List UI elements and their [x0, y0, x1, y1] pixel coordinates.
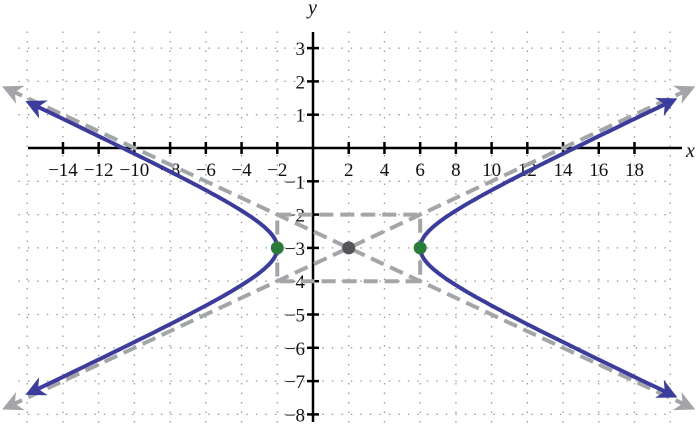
- x-tick-label: −10: [120, 160, 150, 181]
- x-tick-label: 16: [589, 160, 608, 181]
- x-tick-label: −14: [48, 160, 78, 181]
- y-tick-label: 2: [296, 72, 306, 93]
- x-tick-label: 14: [554, 160, 574, 181]
- vertex-point: [413, 241, 427, 255]
- y-tick-label: 3: [296, 39, 306, 60]
- y-tick-label: −8: [285, 405, 305, 426]
- y-tick-label: −1: [285, 172, 305, 193]
- y-axis-label: y: [306, 0, 317, 19]
- right-branch: [418, 98, 678, 398]
- x-tick-label: −6: [196, 160, 216, 181]
- x-tick-label: 10: [482, 160, 501, 181]
- ticks: −14 −12 −10 −8 −6 −4 −2 2 4 6 8 10 12 14 16 18321−1−2−3…: [48, 39, 644, 426]
- vertex-point: [270, 241, 284, 255]
- y-tick-label: −6: [285, 339, 305, 360]
- x-tick-label: 4: [380, 160, 390, 181]
- y-tick-label: 1: [296, 106, 306, 127]
- x-tick-label: 2: [344, 160, 354, 181]
- x-tick-label: 18: [625, 160, 644, 181]
- grid: [18, 31, 671, 430]
- y-tick-label: −5: [285, 306, 305, 327]
- shapes: [2, 85, 696, 411]
- x-tick-label: −4: [231, 160, 252, 181]
- y-tick-label: −3: [285, 239, 305, 260]
- axes: [28, 32, 682, 422]
- x-tick-label: −12: [84, 160, 114, 181]
- x-tick-label: 6: [415, 160, 425, 181]
- x-axis-label: x: [685, 140, 695, 162]
- center-point: [342, 241, 356, 255]
- x-tick-label: 8: [451, 160, 461, 181]
- y-tick-label: −7: [285, 372, 305, 393]
